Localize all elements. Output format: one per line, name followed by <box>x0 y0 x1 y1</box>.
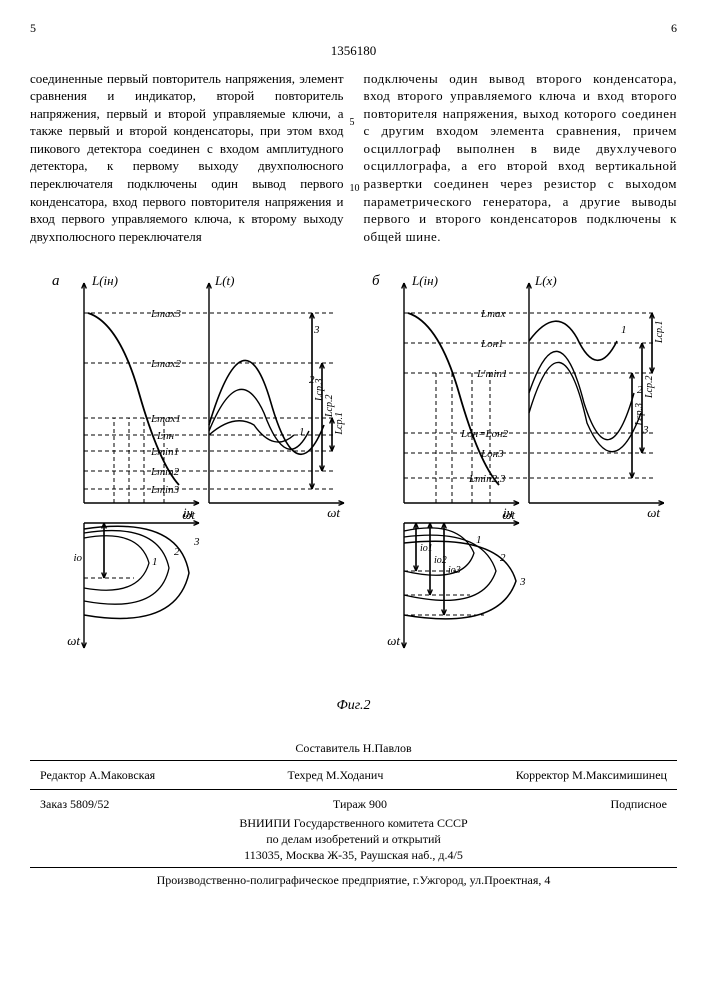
print-line: Производственно-полиграфическое предприя… <box>30 872 677 888</box>
figure-svg: аL(iн)iнL(t)ωt123Lср.1Lср.2Lср.3Lmax3Lma… <box>44 263 664 693</box>
divider <box>30 789 677 790</box>
svg-text:ωt: ωt <box>327 505 340 520</box>
svg-text:Lср.3: Lср.3 <box>634 403 645 427</box>
order: Заказ 5809/52 <box>40 796 109 812</box>
svg-text:1: 1 <box>299 426 305 438</box>
svg-text:а: а <box>52 273 60 289</box>
line-number-10: 10 <box>350 182 360 196</box>
techred: Техред М.Ходанич <box>288 767 384 783</box>
column-right: 5 10 подключены один вывод второго конде… <box>364 70 678 245</box>
svg-text:Lон=Lон2: Lон=Lон2 <box>460 428 509 440</box>
svg-text:L(iн): L(iн) <box>411 273 438 288</box>
svg-text:Lmin3: Lmin3 <box>150 484 180 496</box>
svg-text:1: 1 <box>621 324 627 336</box>
svg-text:L(iн): L(iн) <box>91 273 118 288</box>
svg-text:Lmin2,3: Lmin2,3 <box>468 473 506 485</box>
svg-text:Lср.2: Lср.2 <box>644 376 655 400</box>
svg-text:ωt: ωt <box>647 505 660 520</box>
svg-text:2: 2 <box>500 552 506 564</box>
column-left: соединенные первый повторитель напряжени… <box>30 70 344 245</box>
corrector: Корректор М.Максимишинец <box>516 767 667 783</box>
compiler: Составитель Н.Павлов <box>30 740 677 756</box>
svg-text:iо3: iо3 <box>448 565 461 576</box>
svg-text:ωt: ωt <box>182 507 195 522</box>
panel-a: аL(iн)iнL(t)ωt123Lср.1Lср.2Lср.3Lmax3Lma… <box>52 273 345 648</box>
org-line1: ВНИИПИ Государственного комитета СССР <box>30 815 677 831</box>
svg-text:iо2: iо2 <box>434 555 447 566</box>
order-row: Заказ 5809/52 Тираж 900 Подписное <box>30 794 677 814</box>
footer: Составитель Н.Павлов Редактор А.Маковска… <box>30 740 677 888</box>
svg-text:Lmin2: Lmin2 <box>150 466 180 478</box>
svg-text:Lmax3: Lmax3 <box>150 308 181 320</box>
svg-text:L'min1: L'min1 <box>476 368 507 380</box>
panel-b: бL(iн)iнL(x)ωt123Lср.1Lср.2Lср.3LmaxLон1… <box>372 273 664 648</box>
tirazh: Тираж 900 <box>333 796 387 812</box>
svg-text:3: 3 <box>313 324 320 336</box>
page-right: 6 <box>671 20 677 36</box>
body-text-right: подключены один вывод второго конденсато… <box>364 71 678 244</box>
svg-text:iо1: iо1 <box>420 543 433 554</box>
svg-text:iо: iо <box>73 552 82 564</box>
svg-text:3: 3 <box>193 536 200 548</box>
divider <box>30 867 677 868</box>
address: 113035, Москва Ж-35, Раушская наб., д.4/… <box>30 847 677 863</box>
svg-text:L(t): L(t) <box>214 273 235 288</box>
svg-text:Lср.1: Lср.1 <box>334 412 345 436</box>
svg-text:Lmax: Lmax <box>480 308 506 320</box>
figure-2: аL(iн)iнL(t)ωt123Lср.1Lср.2Lср.3Lmax3Lma… <box>30 263 677 693</box>
credits-row: Редактор А.Маковская Техред М.Ходанич Ко… <box>30 765 677 785</box>
svg-text:1: 1 <box>152 556 158 568</box>
svg-text:Lmax2: Lmax2 <box>150 358 181 370</box>
svg-text:3: 3 <box>519 576 526 588</box>
org-line2: по делам изобретений и открытий <box>30 831 677 847</box>
page-left: 5 <box>30 20 36 36</box>
svg-text:Lпн: Lпн <box>156 430 175 442</box>
svg-text:2: 2 <box>174 546 180 558</box>
svg-text:Lон1: Lон1 <box>480 338 504 350</box>
svg-text:1: 1 <box>476 534 482 546</box>
body-text-left: соединенные первый повторитель напряжени… <box>30 71 344 244</box>
page-header: 5 6 <box>30 20 677 36</box>
text-columns: соединенные первый повторитель напряжени… <box>30 70 677 245</box>
divider <box>30 760 677 761</box>
svg-text:ωt: ωt <box>502 507 515 522</box>
svg-text:ωt: ωt <box>67 633 80 648</box>
svg-text:Lср.1: Lср.1 <box>654 321 664 345</box>
svg-text:Lон3: Lон3 <box>480 448 504 460</box>
svg-text:б: б <box>372 273 380 289</box>
line-number-5: 5 <box>350 116 355 130</box>
svg-text:Lср.2: Lср.2 <box>324 395 335 419</box>
svg-text:Lmax1: Lmax1 <box>150 413 181 425</box>
svg-text:Lср.3: Lср.3 <box>314 379 325 403</box>
svg-text:Lmin1: Lmin1 <box>150 446 179 458</box>
editor: Редактор А.Маковская <box>40 767 155 783</box>
svg-text:ωt: ωt <box>387 633 400 648</box>
svg-text:L(x): L(x) <box>534 273 557 288</box>
podpisnoe: Подписное <box>611 796 668 812</box>
document-number: 1356180 <box>30 42 677 60</box>
figure-caption: Фиг.2 <box>30 697 677 716</box>
